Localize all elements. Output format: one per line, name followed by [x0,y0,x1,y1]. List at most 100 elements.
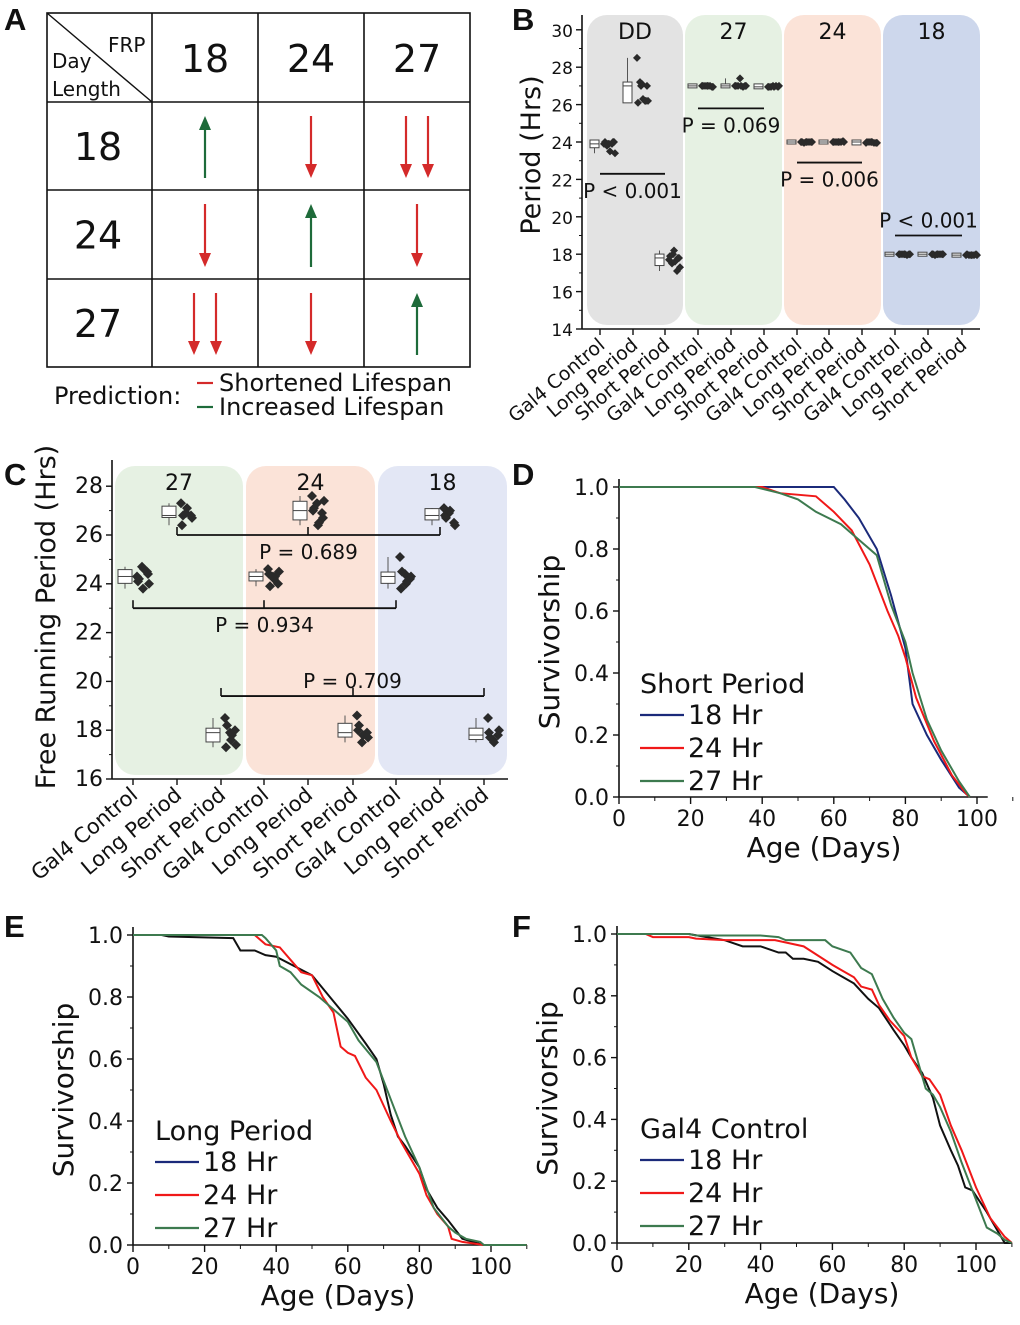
data-point [611,149,619,158]
data-point [901,250,909,259]
down-arrow-icon [400,116,412,178]
data-point [633,53,641,62]
box [468,727,484,741]
data-point [352,710,362,721]
survival-curve-27-hr [617,933,1013,1244]
box-plot [205,718,221,748]
group-label: DD [618,20,652,45]
y-axis-title: Free Running Period (Hrs) [31,445,62,789]
y-tick-label: 1.0 [572,923,607,948]
y-tick-label: 1.0 [88,924,123,949]
significance-bracket: P = 0.689 [176,527,441,564]
data-point [319,495,329,506]
survival-curve-18-hr [133,934,527,1246]
y-tick-label: 1.0 [574,476,609,501]
y-axis-title: Survivorship [531,1001,564,1175]
legend-item-label: 27 Hr [203,1213,278,1244]
panel-label-C: C [4,457,26,492]
legend-item-label: 24 Hr [203,1180,278,1211]
y-tick-label: 24 [551,134,573,154]
data-point [445,505,455,516]
panel-label-A: A [4,2,26,37]
data-point [220,713,230,723]
box [161,505,177,518]
data-point [494,725,504,736]
y-tick-label: 0.2 [88,1172,123,1197]
y-tick-label: 0.8 [88,986,123,1011]
y-tick-label: 0.4 [572,1108,607,1133]
box-plot [161,503,177,526]
y-tick-label: 20 [75,669,103,694]
y-tick-label: 0.4 [574,662,609,687]
group-background [378,466,507,775]
data-point [354,720,364,731]
data-point [939,250,947,259]
up-arrow-icon [199,116,211,178]
box-plot [292,495,308,526]
x-axis-title: Age (Days) [745,1277,900,1310]
significance-bracket: P = 0.934 [132,600,397,637]
row-header: 24 [74,214,122,258]
legend-title: Prediction: [54,382,181,410]
data-point [134,573,144,584]
survival-curve-27-hr [619,486,971,798]
panel-label-F: F [512,909,531,944]
data-point [736,74,744,83]
data-point [963,250,971,259]
data-point [642,96,650,105]
panel-label-E: E [4,909,25,944]
data-point [139,564,149,575]
data-point [934,250,942,259]
y-tick-label: 0.6 [574,600,609,625]
box-plot [468,718,484,743]
box [654,253,665,267]
column-header: 27 [393,37,441,81]
chart-panel-D: 0 20 40 60 80 100 0.0 0.2 0.4 0.6 0.8 1.0 Age (Days)… [533,476,1014,864]
data-point [221,742,231,753]
y-tick-label: 0.8 [574,538,609,563]
data-point [634,98,642,107]
p-value-label: P = 0.709 [303,669,402,693]
data-point [178,510,188,521]
data-point [704,81,712,90]
data-point [803,138,811,146]
x-tick-label: 80 [891,807,919,832]
y-tick-label: 16 [551,284,573,304]
data-point [176,498,186,509]
x-tick-label: 40 [262,1255,290,1280]
significance-bracket: P = 0.069 [682,107,780,137]
box-plot [917,251,928,257]
survival-curve-18-hr [619,486,971,798]
p-value-label: P = 0.689 [259,540,358,564]
y-tick-label: 14 [551,321,573,341]
box [337,722,353,738]
column-header: 24 [287,37,335,81]
group-label: 27 [720,20,748,45]
corner-frp-label: FRP [108,33,145,57]
data-point [732,81,740,90]
data-point [737,81,745,90]
y-tick-label: 0.0 [574,786,609,811]
down-arrow-icon [188,293,200,355]
box [380,571,396,584]
data-point [808,138,816,146]
data-point [830,138,838,146]
y-tick-label: 26 [551,97,573,117]
y-tick-label: 0.2 [574,724,609,749]
data-point [265,581,275,592]
x-tick-label: 0 [612,807,626,832]
y-axis-title: Period (Hrs) [516,75,547,234]
down-arrow-icon [210,293,222,355]
data-point [138,583,148,594]
box [424,508,440,521]
x-tick-label: 60 [334,1255,362,1280]
group-background [883,15,980,325]
x-tick-label: 80 [405,1255,433,1280]
legend-item-label: 24 Hr [688,1178,763,1209]
y-tick-label: 30 [551,22,573,42]
data-point [873,138,881,147]
panel-label-D: D [512,457,534,492]
